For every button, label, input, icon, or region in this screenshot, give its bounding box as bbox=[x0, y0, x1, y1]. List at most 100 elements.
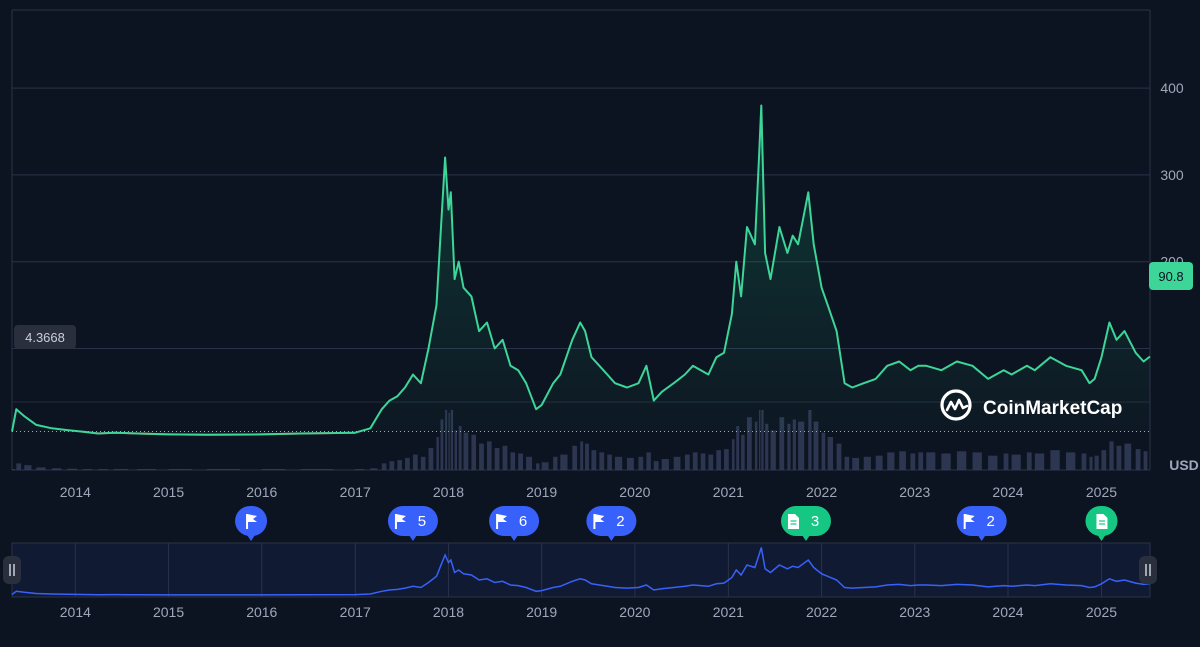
volume-bar bbox=[572, 445, 578, 470]
event-marker-bubble bbox=[387, 506, 438, 536]
volume-bar bbox=[1116, 445, 1122, 470]
volume-bar bbox=[684, 454, 690, 470]
volume-bar bbox=[887, 452, 895, 470]
x-tick-label: 2022 bbox=[806, 484, 837, 500]
volume-bar bbox=[487, 441, 492, 470]
x-tick-label: 2015 bbox=[153, 484, 184, 500]
volume-bar bbox=[463, 432, 469, 470]
flag-event-marker[interactable]: 2 bbox=[586, 506, 637, 541]
flag-icon bbox=[593, 514, 605, 529]
volume-bar bbox=[526, 456, 533, 470]
event-markers: 5 6 2 3 2 bbox=[235, 506, 1118, 541]
volume-bar bbox=[1109, 441, 1114, 470]
volume-bar bbox=[1124, 443, 1132, 470]
navigator-tick-label: 2019 bbox=[526, 604, 557, 620]
volume-bar bbox=[754, 421, 758, 470]
volume-bar bbox=[736, 426, 740, 470]
volume-bar bbox=[988, 455, 998, 470]
volume-bar bbox=[813, 421, 819, 470]
x-tick-label: 2019 bbox=[526, 484, 557, 500]
price-line-up[interactable] bbox=[11, 104, 1151, 436]
navigator-tick-label: 2014 bbox=[60, 604, 91, 620]
event-marker-pointer bbox=[247, 535, 256, 541]
volume-bars bbox=[12, 410, 1148, 470]
navigator-tick-label: 2023 bbox=[899, 604, 930, 620]
volume-bar bbox=[1026, 452, 1032, 470]
volume-bar bbox=[510, 452, 516, 470]
volume-bar bbox=[448, 412, 450, 470]
volume-bar bbox=[412, 454, 418, 470]
news-event-marker[interactable] bbox=[1085, 506, 1118, 541]
volume-bar bbox=[381, 463, 387, 470]
volume-bar bbox=[168, 469, 192, 470]
flag-event-marker[interactable] bbox=[235, 506, 268, 541]
flag-event-marker[interactable]: 6 bbox=[489, 506, 540, 541]
volume-bar bbox=[956, 451, 967, 470]
news-event-marker[interactable]: 3 bbox=[780, 506, 831, 541]
volume-bar bbox=[852, 457, 860, 470]
volume-bar bbox=[98, 469, 108, 470]
document-icon bbox=[1096, 514, 1108, 529]
volume-bar bbox=[653, 461, 659, 470]
baseline-label: 4.3668 bbox=[14, 325, 76, 349]
volume-bar bbox=[450, 410, 454, 470]
volume-bar bbox=[599, 452, 605, 470]
event-marker-bubble bbox=[956, 506, 1007, 536]
navigator-x-axis-labels: 2014 2015 2016 2017 2018 2019 2020 2021 2022 2023… bbox=[60, 604, 1117, 620]
volume-bar bbox=[827, 437, 834, 470]
navigator-tick-label: 2016 bbox=[246, 604, 277, 620]
x-tick-label: 2025 bbox=[1086, 484, 1117, 500]
event-marker-pointer bbox=[408, 535, 417, 541]
event-marker-pointer bbox=[1097, 535, 1106, 541]
volume-bar bbox=[747, 417, 752, 470]
navigator-right-handle[interactable] bbox=[1139, 556, 1157, 584]
flag-icon bbox=[496, 514, 508, 529]
x-tick-label: 2020 bbox=[619, 484, 650, 500]
navigator-tick-label: 2022 bbox=[806, 604, 837, 620]
volume-bar bbox=[1050, 450, 1060, 470]
navigator-tick-label: 2018 bbox=[433, 604, 464, 620]
navigator-gridlines bbox=[74, 543, 1102, 597]
flag-event-marker[interactable]: 2 bbox=[956, 506, 1007, 541]
volume-bar bbox=[821, 432, 826, 470]
navigator[interactable] bbox=[3, 542, 1157, 598]
volume-bar bbox=[355, 469, 365, 470]
event-count: 6 bbox=[519, 513, 527, 530]
volume-bar bbox=[428, 448, 434, 470]
volume-bar bbox=[51, 468, 62, 470]
y-tick-label: 400 bbox=[1160, 80, 1184, 96]
volume-bar bbox=[445, 410, 448, 470]
volume-bar bbox=[137, 469, 157, 470]
x-tick-label: 2018 bbox=[433, 484, 464, 500]
x-tick-label: 2023 bbox=[899, 484, 930, 500]
x-tick-label: 2024 bbox=[992, 484, 1023, 500]
volume-bar bbox=[454, 430, 458, 470]
volume-bar bbox=[16, 463, 22, 470]
volume-bar bbox=[541, 462, 549, 470]
volume-bar bbox=[518, 453, 523, 470]
volume-bar bbox=[875, 455, 883, 470]
volume-bar bbox=[502, 445, 508, 470]
volume-bar bbox=[536, 463, 540, 470]
x-tick-label: 2021 bbox=[713, 484, 744, 500]
volume-bar bbox=[910, 453, 916, 470]
x-tick-label: 2014 bbox=[60, 484, 91, 500]
event-marker-pointer bbox=[607, 535, 616, 541]
coinmarketcap-watermark: CoinMarketCap bbox=[940, 389, 1122, 421]
volume-bar bbox=[471, 434, 477, 470]
flag-event-marker[interactable]: 5 bbox=[387, 506, 438, 541]
current-price-label: 90.8 bbox=[1149, 262, 1193, 290]
volume-bar bbox=[405, 457, 410, 470]
currency-label: USD bbox=[1169, 457, 1199, 473]
volume-bar bbox=[458, 426, 462, 470]
navigator-left-handle[interactable] bbox=[3, 556, 21, 584]
navigator-tick-label: 2015 bbox=[153, 604, 184, 620]
event-count: 2 bbox=[987, 513, 995, 530]
volume-bar bbox=[607, 454, 612, 470]
volume-bar bbox=[553, 456, 558, 470]
volume-bar bbox=[389, 461, 395, 470]
volume-bar bbox=[614, 456, 623, 470]
